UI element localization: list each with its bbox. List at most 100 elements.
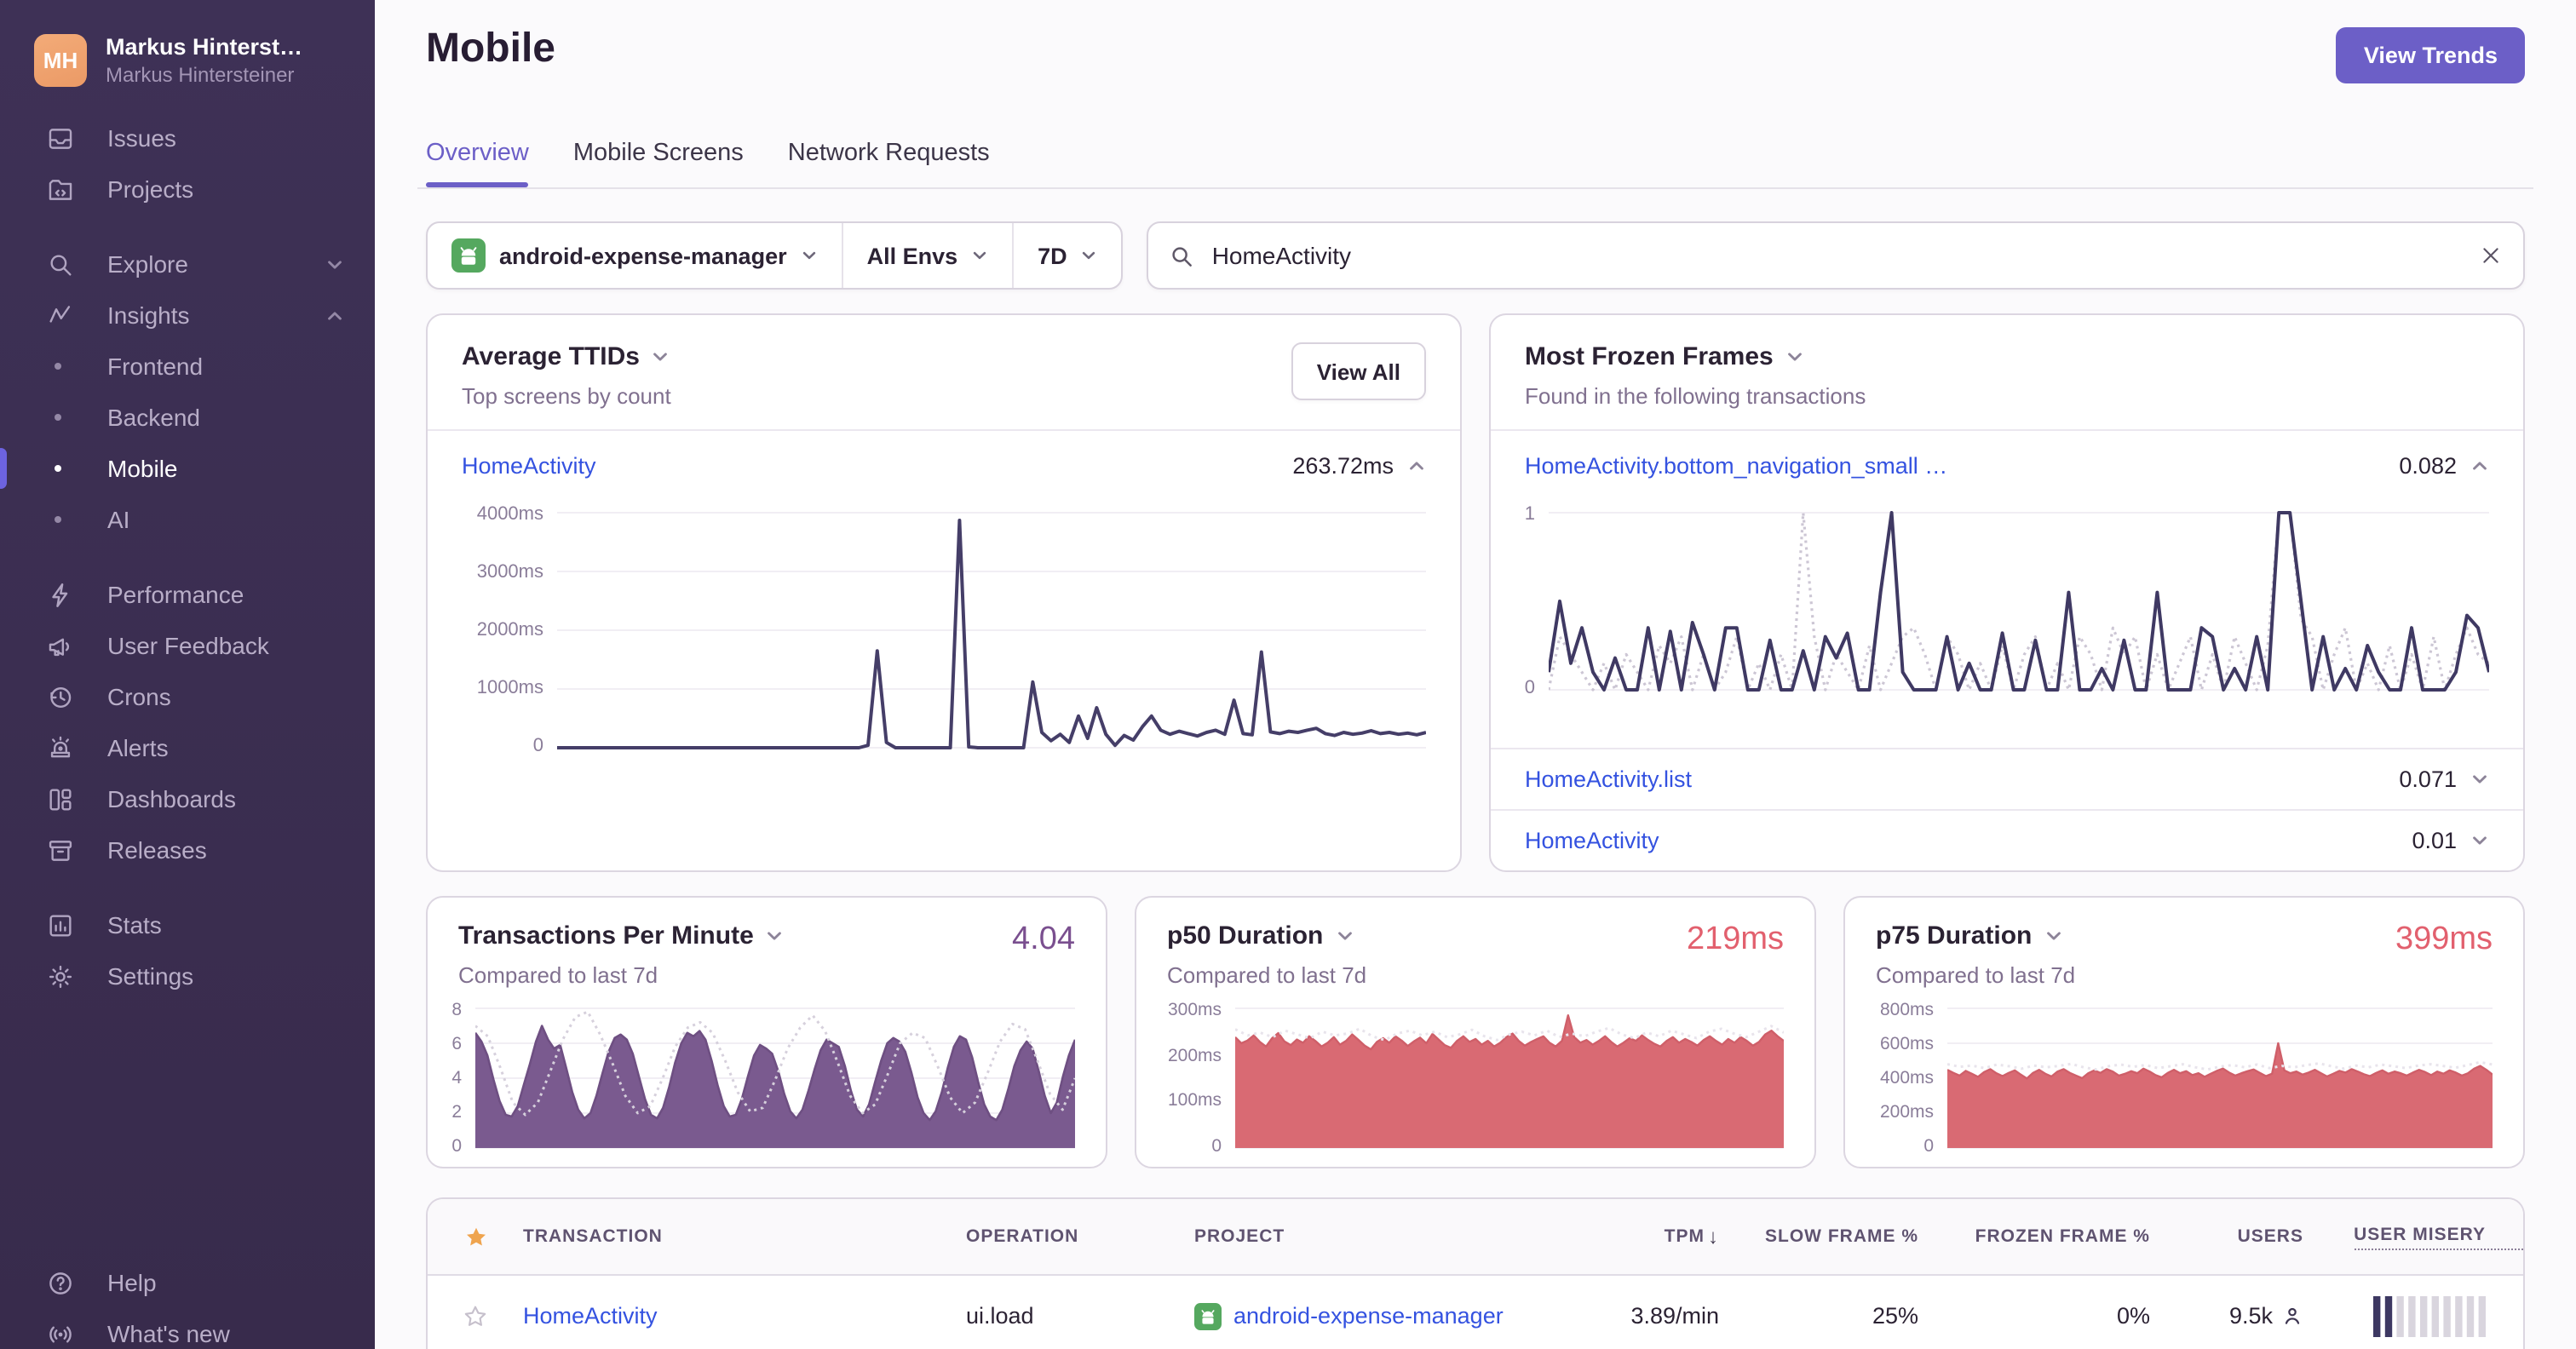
table-row: HomeActivity ui.load android-expense-man… [428, 1276, 2523, 1349]
column-header-user-misery[interactable]: USER MISERY [2354, 1224, 2523, 1249]
p75-title-dropdown[interactable]: p75 Duration [1876, 921, 2062, 950]
card-title: Average TTIDs [462, 342, 640, 371]
sidebar-item-performance[interactable]: Performance [0, 569, 375, 620]
sidebar-item-label: Dashboards [107, 785, 236, 812]
sidebar-item-dashboards[interactable]: Dashboards [0, 773, 375, 824]
sidebar-item-frontend[interactable]: Frontend [0, 341, 375, 392]
transaction-link[interactable]: HomeActivity [462, 452, 596, 478]
chevron-down-icon [2044, 927, 2062, 945]
sidebar-item-whats-new[interactable]: What's new [0, 1308, 375, 1349]
transaction-link[interactable]: HomeActivity [1525, 828, 1659, 853]
users-cell: 9.5k [2229, 1303, 2303, 1329]
archive-box-icon [44, 835, 75, 865]
view-all-button[interactable]: View All [1291, 342, 1426, 400]
siren-icon [44, 732, 75, 763]
card-title: p75 Duration [1876, 921, 2033, 950]
sidebar-item-ai[interactable]: AI [0, 494, 375, 545]
stat-cards-row: Transactions Per Minute 4.04 Compared to… [426, 896, 2525, 1168]
tab-network-requests[interactable]: Network Requests [787, 140, 990, 167]
p50-title-dropdown[interactable]: p50 Duration [1167, 921, 1354, 950]
transaction-link[interactable]: HomeActivity.list [1525, 766, 1693, 792]
card-subtitle: Compared to last 7d [1876, 962, 2076, 988]
expand-chevron-down-icon[interactable] [2470, 770, 2489, 789]
sidebar-item-help[interactable]: Help [0, 1257, 375, 1308]
sidebar: MH Markus Hinterst… Markus Hintersteiner… [0, 0, 375, 1349]
frozen-frames-title-dropdown[interactable]: Most Frozen Frames [1525, 342, 1866, 371]
sidebar-item-label: Performance [107, 581, 244, 608]
card-subtitle: Compared to last 7d [1167, 962, 1367, 988]
clear-search-icon[interactable] [2479, 244, 2503, 267]
sidebar-item-stats[interactable]: Stats [0, 899, 375, 950]
user-misery-bars [2373, 1295, 2486, 1336]
date-range-value: 7D [1038, 243, 1067, 268]
column-header-operation[interactable]: OPERATION [966, 1226, 1079, 1247]
segment-divider [841, 223, 843, 288]
column-header-transaction[interactable]: TRANSACTION [523, 1226, 663, 1247]
dashboards-icon [44, 784, 75, 814]
frozen-collapsed-row: HomeActivity.list 0.071 [1491, 748, 2523, 809]
ttid-value: 263.72ms [1292, 452, 1394, 478]
collapse-chevron-up-icon[interactable] [2470, 456, 2489, 474]
transaction-link[interactable]: HomeActivity.bottom_navigation_small … [1525, 452, 1948, 478]
collapse-chevron-up-icon[interactable] [1407, 456, 1426, 474]
column-header-slow-frame[interactable]: SLOW FRAME % [1765, 1226, 1918, 1247]
sidebar-item-backend[interactable]: Backend [0, 392, 375, 443]
gear-icon [44, 961, 75, 991]
sidebar-item-explore[interactable]: Explore [0, 238, 375, 290]
view-trends-button[interactable]: View Trends [2336, 27, 2525, 83]
sidebar-item-crons[interactable]: Crons [0, 671, 375, 722]
card-divider [428, 429, 1460, 431]
tabs-divider [417, 187, 2533, 189]
column-header-project[interactable]: PROJECT [1194, 1226, 1285, 1247]
search-icon [1170, 243, 1195, 268]
frozen-rate-value: 0.01 [2412, 828, 2457, 853]
sidebar-item-settings[interactable]: Settings [0, 950, 375, 1002]
tpm-value: 4.04 [1012, 921, 1075, 957]
chevron-down-icon [801, 247, 818, 264]
average-ttids-card: Average TTIDs Top screens by count View … [426, 313, 1462, 872]
frozen-frame-cell: 0% [2116, 1303, 2150, 1329]
sidebar-item-label: Stats [107, 911, 162, 939]
average-ttids-title-dropdown[interactable]: Average TTIDs [462, 342, 671, 371]
tab-mobile-screens[interactable]: Mobile Screens [572, 140, 744, 167]
sidebar-item-label: Insights [107, 301, 190, 329]
column-header-tpm-sorted[interactable]: TPM ↓ [1664, 1225, 1719, 1249]
card-subtitle: Found in the following transactions [1525, 383, 1866, 409]
expand-chevron-down-icon[interactable] [2470, 831, 2489, 850]
sidebar-item-alerts[interactable]: Alerts [0, 722, 375, 773]
sidebar-item-label: Issues [107, 124, 176, 152]
tpm-card: Transactions Per Minute 4.04 Compared to… [426, 896, 1107, 1168]
tpm-title-dropdown[interactable]: Transactions Per Minute [458, 921, 785, 950]
tab-overview[interactable]: Overview [426, 140, 530, 187]
avg-ttid-chart: 4000ms 3000ms 2000ms 1000ms 0 [462, 505, 1426, 755]
transaction-link[interactable]: HomeActivity [523, 1303, 658, 1329]
sidebar-item-label: Projects [107, 175, 194, 203]
sort-desc-arrow-icon: ↓ [1708, 1225, 1719, 1249]
date-range-selector[interactable]: 7D [1014, 223, 1122, 288]
sidebar-item-label: Frontend [107, 353, 204, 380]
column-header-frozen-frame[interactable]: FROZEN FRAME % [1975, 1226, 2150, 1247]
sidebar-item-user-feedback[interactable]: User Feedback [0, 620, 375, 671]
sidebar-item-label: Settings [107, 962, 194, 990]
favorite-star-icon[interactable] [462, 1302, 489, 1329]
sidebar-item-releases[interactable]: Releases [0, 824, 375, 875]
search-input[interactable] [1208, 240, 2465, 271]
project-link[interactable]: android-expense-manager [1233, 1303, 1504, 1329]
sidebar-item-projects[interactable]: Projects [0, 164, 375, 215]
org-user-menu[interactable]: MH Markus Hinterst… Markus Hintersteiner [0, 0, 375, 87]
sidebar-item-label: Releases [107, 836, 207, 864]
sidebar-item-issues[interactable]: Issues [0, 112, 375, 164]
column-header-users[interactable]: USERS [2237, 1226, 2303, 1247]
bullet-icon [55, 465, 61, 472]
environment-selector[interactable]: All Envs [843, 223, 1013, 288]
sidebar-item-insights[interactable]: Insights [0, 290, 375, 341]
issues-icon [44, 123, 75, 153]
card-subtitle: Compared to last 7d [458, 962, 658, 988]
project-selector[interactable]: android-expense-manager [428, 223, 842, 288]
sidebar-item-mobile[interactable]: Mobile [0, 443, 375, 494]
frozen-rate-value: 0.082 [2399, 452, 2457, 478]
slow-frame-cell: 25% [1872, 1303, 1918, 1329]
sidebar-item-label: Backend [107, 404, 200, 431]
